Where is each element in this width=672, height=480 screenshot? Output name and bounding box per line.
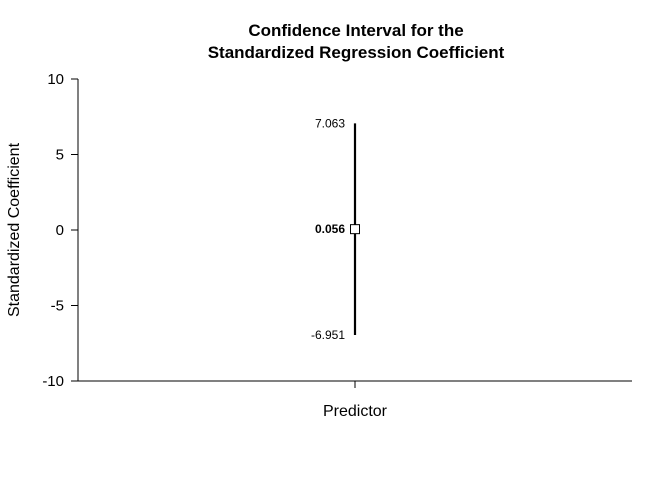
y-tick-label: 10: [47, 71, 64, 88]
chart-title-line-2: Standardized Regression Coefficient: [208, 43, 505, 62]
estimate-label: 0.056: [315, 222, 345, 236]
upper-bound-label: 7.063: [315, 116, 345, 130]
x-axis-label: Predictor: [323, 403, 388, 420]
y-tick-label: 5: [56, 147, 64, 164]
y-axis: -10 -5 0 5 10: [42, 71, 79, 390]
y-tick-label: -5: [51, 298, 64, 315]
y-tick-label: -10: [42, 373, 64, 390]
y-tick-label: 0: [56, 222, 64, 239]
estimate-point: [350, 224, 360, 235]
y-axis-label: Standardized Coefficient: [6, 142, 23, 317]
lower-bound-label: -6.951: [311, 328, 345, 342]
chart-title-line-1: Confidence Interval for the: [248, 21, 463, 40]
x-axis: [78, 380, 632, 388]
chart-marks: 7.063 0.056 -6.951: [311, 116, 360, 342]
